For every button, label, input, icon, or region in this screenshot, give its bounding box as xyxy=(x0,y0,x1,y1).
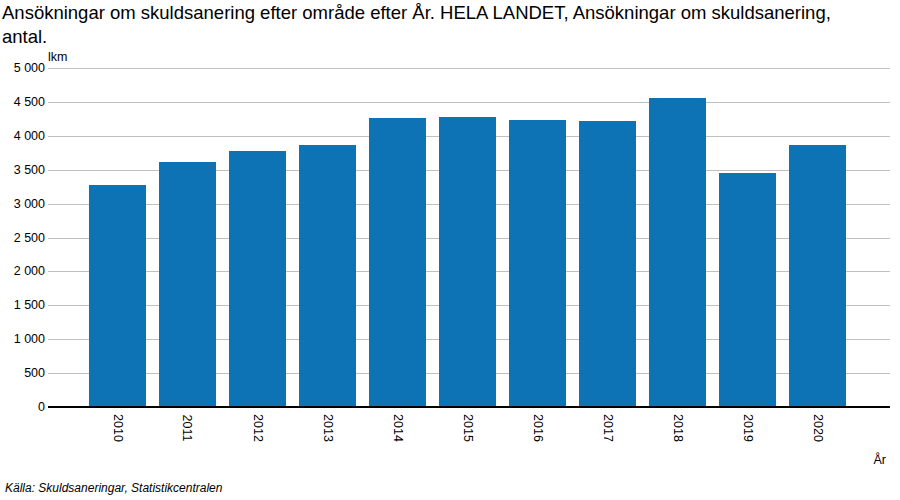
x-tick-label: 2017 xyxy=(573,421,643,435)
bar xyxy=(649,98,706,407)
y-tick-label: 0 xyxy=(0,399,45,415)
bar-chart: lkm 0 500 1 000 1 500 2 000 2 500 3 000 3 500 4 … xyxy=(0,0,900,500)
x-tick-label: 2012 xyxy=(223,421,293,435)
x-tick-label: 2020 xyxy=(783,421,853,435)
bar xyxy=(369,118,426,407)
bar xyxy=(509,120,566,407)
x-tick-label: 2011 xyxy=(153,421,223,435)
x-tick-label: 2015 xyxy=(433,421,503,435)
y-axis-unit-label: lkm xyxy=(48,50,67,64)
y-tick-label: 500 xyxy=(0,365,45,381)
x-axis-title: År xyxy=(874,453,887,468)
y-tick-label: 4 500 xyxy=(0,94,45,110)
x-tick-label: 2013 xyxy=(293,421,363,435)
bar xyxy=(789,145,846,407)
y-tick-label: 5 000 xyxy=(0,60,45,76)
x-axis-line xyxy=(48,406,890,408)
bar xyxy=(89,185,146,407)
y-tick-label: 1 000 xyxy=(0,331,45,347)
y-tick-label: 3 000 xyxy=(0,196,45,212)
bar xyxy=(439,117,496,407)
x-tick-label: 2019 xyxy=(713,421,783,435)
bar xyxy=(579,121,636,407)
bars-container xyxy=(48,68,890,407)
bar xyxy=(159,162,216,407)
y-tick-label: 4 000 xyxy=(0,128,45,144)
x-tick-label: 2010 xyxy=(83,421,153,435)
bar xyxy=(719,173,776,407)
y-tick-label: 2 000 xyxy=(0,263,45,279)
source-note: Källa: Skuldsaneringar, Statistikcentral… xyxy=(5,481,222,496)
bar xyxy=(229,151,286,407)
x-tick-label: 2018 xyxy=(643,421,713,435)
y-tick-label: 1 500 xyxy=(0,297,45,313)
x-tick-label: 2014 xyxy=(363,421,433,435)
x-tick-label: 2016 xyxy=(503,421,573,435)
bar xyxy=(299,145,356,407)
y-tick-label: 3 500 xyxy=(0,162,45,178)
y-tick-label: 2 500 xyxy=(0,230,45,246)
